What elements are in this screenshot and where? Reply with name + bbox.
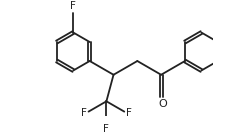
Text: F: F bbox=[70, 1, 76, 11]
Text: O: O bbox=[159, 99, 167, 109]
Text: F: F bbox=[103, 124, 109, 134]
Text: F: F bbox=[81, 108, 87, 118]
Text: F: F bbox=[126, 108, 132, 118]
